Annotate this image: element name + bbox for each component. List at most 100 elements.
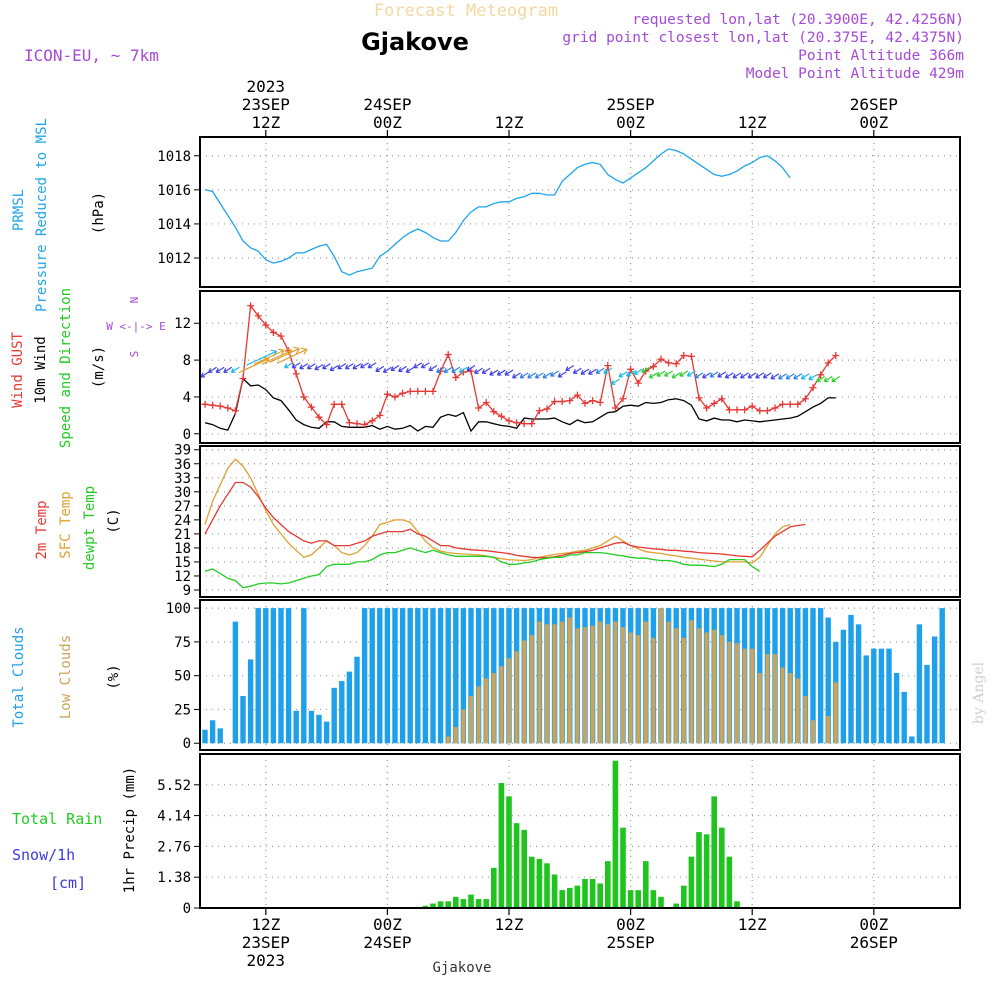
time-tick-label: 2023 [247, 951, 286, 970]
rain-bar [612, 760, 619, 908]
wind-panel: 0 4 8 12 [174, 290, 961, 444]
rain-bar [437, 901, 444, 908]
low-cloud-bar [560, 621, 565, 744]
low-cloud-bar [605, 624, 610, 744]
wind-gust-point [209, 401, 217, 409]
y-tick-label: 0 [183, 427, 191, 443]
y-tick-label: 15 [174, 555, 191, 571]
wind-gust-point [399, 389, 407, 397]
wind-gust-point [391, 393, 399, 401]
total-cloud-bar [263, 608, 269, 744]
wind-direction-arrow [550, 370, 559, 377]
wind-gust-point [535, 407, 543, 415]
total-cloud-bar [430, 608, 436, 744]
total-cloud-bar [278, 608, 284, 744]
time-tick-label: 12Z [495, 113, 524, 132]
y-tick-label: 30 [174, 485, 191, 501]
low-cloud-bar [803, 695, 808, 744]
y-tick-label: 0 [183, 901, 191, 917]
wind-gust-point [300, 393, 308, 401]
wind-unit: (m/s) [91, 346, 107, 388]
wind-direction-arrow [785, 373, 795, 380]
wind-direction-arrow [648, 372, 658, 379]
low-cloud-bar [575, 628, 580, 744]
wind-gust-point [763, 407, 771, 415]
wind-direction-arrow [755, 372, 765, 379]
low-cloud-bar [484, 678, 489, 744]
total-cloud-bar [475, 608, 482, 744]
low-cloud-bar [537, 621, 542, 744]
wind-direction-arrow [344, 363, 354, 370]
total-cloud-bar [437, 608, 444, 744]
y-tick-label: 4.14 [157, 809, 191, 825]
wind-gust-point [824, 359, 832, 367]
total-cloud-bar [863, 655, 869, 744]
total-cloud-bar [924, 664, 930, 744]
low-cloud-bar [514, 651, 519, 744]
temp2m-line [204, 481, 806, 559]
low-cloud-bar [469, 695, 473, 744]
dewpt-line [204, 547, 761, 589]
wind-axis-titles: Wind GUST 10m Wind Speed and Direction (… [10, 288, 166, 448]
wind-gust-point [566, 397, 574, 405]
low-cloud-bar [643, 621, 648, 744]
rain-bar [536, 858, 543, 908]
pressure-panel: 1012 1014 1016 1018 [157, 136, 961, 288]
time-tick-label: 12Z [495, 915, 524, 934]
y-tick-label: 2.76 [157, 839, 191, 855]
low-clouds-label: Low Clouds [58, 635, 74, 719]
wind-direction-arrow [230, 366, 240, 373]
wind-direction-arrow [793, 373, 803, 380]
low-cloud-bar [651, 637, 656, 744]
wind-direction-arrow [778, 373, 787, 380]
y-tick-label: 9 [183, 583, 191, 599]
wind-direction-arrow [329, 364, 339, 372]
wind-direction-arrow [565, 364, 575, 372]
pressure-label: Pressure Reduced to MSL [34, 118, 50, 312]
dewpt-label: dewpt Temp [82, 486, 98, 570]
chart-location-title: Gjakove [361, 28, 469, 56]
wind-gust-point [528, 420, 536, 428]
total-cloud-bar [247, 659, 254, 744]
rain-bar [681, 885, 687, 908]
rain-bar [719, 827, 725, 908]
total-cloud-bar [848, 614, 854, 744]
sfc-temp-line [204, 458, 791, 564]
time-tick-label: 00Z [616, 915, 645, 934]
wind-gust-point [779, 400, 787, 408]
wind-direction-arrow [512, 372, 521, 379]
prmsl-label: PRMSL [11, 189, 27, 231]
wind-gust-point [224, 404, 232, 412]
wind-gust-point [482, 398, 490, 406]
wind-direction-arrow [504, 369, 514, 376]
wind-gust-point [809, 384, 817, 392]
low-cloud-bar [811, 720, 815, 744]
low-cloud-bar [491, 672, 496, 744]
total-cloud-bar [407, 608, 413, 744]
wind-direction-arrow [709, 371, 719, 378]
rain-bar [445, 901, 451, 908]
wind-gust-point [665, 359, 673, 367]
wind-gust-point [649, 363, 657, 371]
wind-gust-point [406, 387, 414, 395]
wind-gust-point [505, 417, 513, 425]
wind-direction-arrow [808, 374, 818, 381]
point-altitude: Point Altitude 366m [798, 48, 964, 64]
wind-gust-point [634, 379, 642, 387]
wind-direction-arrow [686, 370, 696, 377]
compass-west-east: W <-|-> E [106, 320, 166, 333]
wind-direction-arrow [390, 364, 400, 372]
rain-bar [483, 899, 489, 908]
wind-direction-arrow [626, 370, 635, 377]
total-cloud-bar [392, 608, 398, 744]
y-tick-label: 36 [174, 457, 191, 473]
wind-gust-point [254, 312, 262, 320]
precip-axis-titles: Total Rain Snow/1h [cm] 1hr Precip (mm) [12, 767, 138, 893]
time-tick-label: 23SEP [242, 95, 290, 114]
low-cloud-bar [567, 617, 572, 744]
total-cloud-bar [399, 608, 406, 744]
temp2m-label: 2m Temp [34, 500, 50, 559]
wind-direction-arrow [398, 365, 407, 372]
